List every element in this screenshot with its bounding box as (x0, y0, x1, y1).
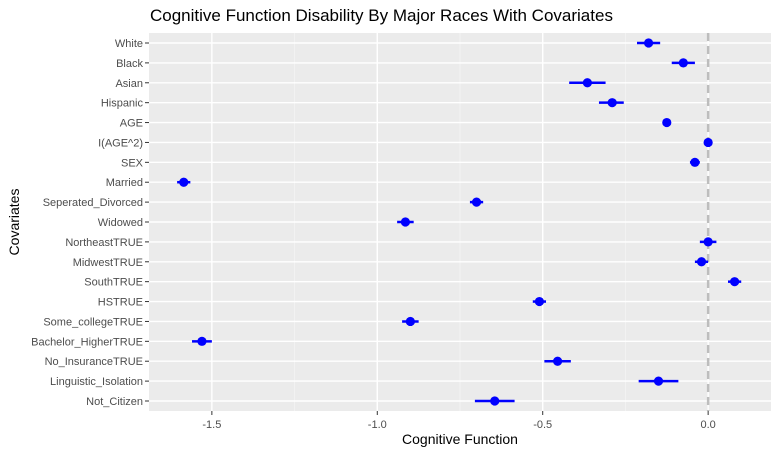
y-tick-label: Asian (115, 78, 143, 90)
estimate-point (696, 257, 707, 267)
y-tick-label: Married (106, 177, 143, 189)
estimate-point (197, 336, 207, 346)
x-tick-label: -1.0 (368, 419, 387, 431)
y-tick-label: No_InsuranceTRUE (45, 356, 143, 368)
y-tick-label: Black (116, 58, 143, 70)
y-axis-title: Covariates (6, 189, 22, 256)
estimate-point (607, 98, 617, 108)
y-tick-label: Hispanic (101, 98, 144, 110)
x-axis-title: Cognitive Function (402, 431, 518, 447)
estimate-point (405, 316, 415, 327)
estimate-point (678, 58, 688, 68)
estimate-point (703, 237, 713, 247)
estimate-point (471, 197, 482, 207)
mark-layer (177, 38, 742, 406)
chart-title: Cognitive Function Disability By Major R… (150, 6, 613, 25)
y-tick-label: MidwestTRUE (73, 257, 143, 269)
estimate-point (553, 356, 563, 366)
estimate-point (730, 277, 740, 287)
estimate-point (179, 177, 189, 187)
y-tick-label: SEX (121, 157, 144, 169)
grid-layer (149, 33, 771, 411)
y-tick-layer: White Black Asian Hispanic AGE I(AGE^2) SEX Mar… (31, 38, 149, 408)
estimate-point (490, 396, 500, 406)
y-tick-label: Not_Citizen (86, 396, 143, 408)
estimate-point (582, 78, 592, 88)
y-tick-label: White (115, 38, 143, 50)
x-tick-layer: -1.5 -1.0 -0.5 0.0 (202, 411, 716, 431)
estimate-point (690, 157, 700, 167)
x-tick-label: -1.5 (202, 419, 221, 431)
y-tick-label: Some_collegeTRUE (43, 316, 143, 328)
estimate-point (653, 376, 664, 386)
y-tick-label: Widowed (98, 217, 143, 229)
y-tick-label: Bachelor_HigherTRUE (31, 336, 143, 348)
y-tick-label: Seperated_Divorced (43, 197, 143, 209)
x-tick-label: 0.0 (700, 419, 715, 431)
estimate-point (643, 38, 654, 48)
y-tick-label: I(AGE^2) (98, 137, 143, 149)
y-tick-label: AGE (120, 118, 143, 130)
y-tick-label: SouthTRUE (84, 277, 143, 289)
estimate-point (703, 137, 713, 148)
estimate-point (534, 296, 545, 307)
estimate-point (662, 117, 672, 128)
y-tick-label: NortheastTRUE (65, 237, 143, 249)
x-tick-label: -0.5 (533, 419, 552, 431)
y-tick-label: Linguistic_Isolation (50, 376, 143, 388)
y-tick-label: HSTRUE (98, 297, 143, 309)
estimate-point (400, 217, 411, 227)
